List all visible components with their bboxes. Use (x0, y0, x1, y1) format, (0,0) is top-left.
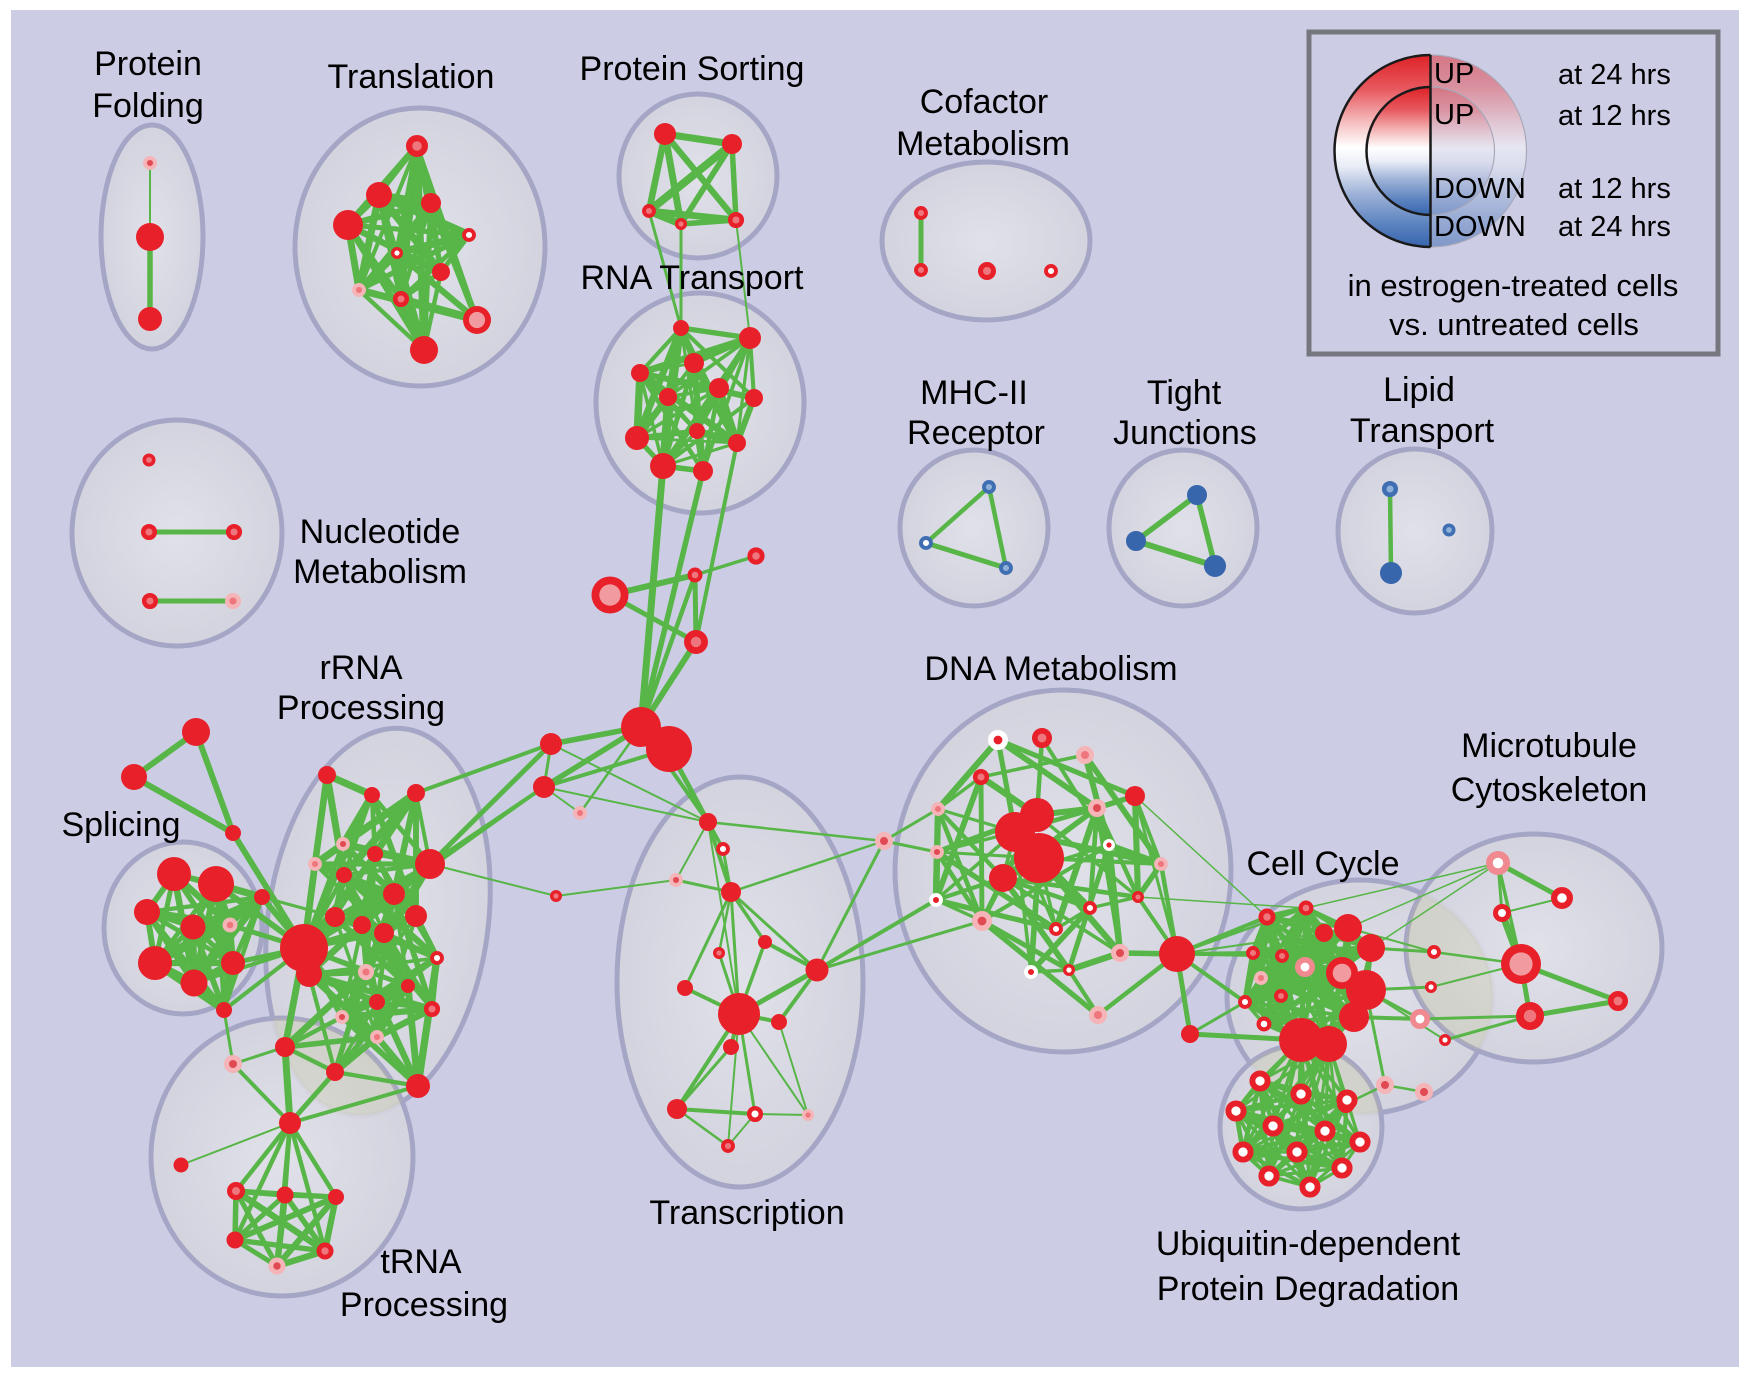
svg-text:Transport: Transport (1350, 412, 1495, 450)
svg-text:at 24 hrs: at 24 hrs (1558, 59, 1671, 91)
svg-text:at 24 hrs: at 24 hrs (1558, 211, 1671, 243)
svg-text:DOWN: DOWN (1434, 211, 1526, 243)
svg-text:DOWN: DOWN (1434, 173, 1526, 205)
svg-text:Receptor: Receptor (907, 414, 1045, 452)
svg-text:at 12 hrs: at 12 hrs (1558, 100, 1671, 132)
svg-text:Splicing: Splicing (61, 806, 180, 844)
svg-text:Folding: Folding (92, 87, 204, 125)
svg-text:Junctions: Junctions (1113, 414, 1257, 452)
svg-text:Transcription: Transcription (649, 1194, 844, 1232)
svg-text:at 12 hrs: at 12 hrs (1558, 173, 1671, 205)
svg-text:UP: UP (1434, 99, 1474, 131)
svg-text:in estrogen-treated cells: in estrogen-treated cells (1348, 268, 1679, 303)
svg-text:Processing: Processing (277, 689, 445, 727)
svg-text:Tight: Tight (1147, 374, 1222, 412)
svg-text:Protein Degradation: Protein Degradation (1157, 1270, 1459, 1308)
svg-text:vs. untreated cells: vs. untreated cells (1389, 307, 1639, 342)
svg-text:Lipid: Lipid (1383, 371, 1455, 409)
svg-text:Translation: Translation (328, 58, 495, 96)
svg-text:tRNA: tRNA (380, 1243, 462, 1281)
svg-text:Protein Sorting: Protein Sorting (580, 50, 805, 88)
svg-text:Cofactor: Cofactor (920, 83, 1049, 121)
svg-text:Cytoskeleton: Cytoskeleton (1451, 771, 1648, 809)
svg-text:Protein: Protein (94, 45, 202, 83)
svg-text:Processing: Processing (340, 1286, 508, 1324)
svg-text:Metabolism: Metabolism (293, 553, 467, 591)
svg-text:RNA Transport: RNA Transport (581, 259, 805, 297)
svg-text:DNA Metabolism: DNA Metabolism (924, 650, 1177, 688)
svg-text:Ubiquitin-dependent: Ubiquitin-dependent (1156, 1225, 1461, 1263)
svg-text:MHC-II: MHC-II (920, 374, 1028, 412)
svg-text:rRNA: rRNA (319, 649, 402, 687)
svg-text:Metabolism: Metabolism (896, 125, 1070, 163)
svg-text:Nucleotide: Nucleotide (300, 513, 461, 551)
svg-text:Microtubule: Microtubule (1461, 727, 1637, 765)
svg-text:UP: UP (1434, 58, 1474, 90)
svg-text:Cell Cycle: Cell Cycle (1246, 845, 1399, 883)
